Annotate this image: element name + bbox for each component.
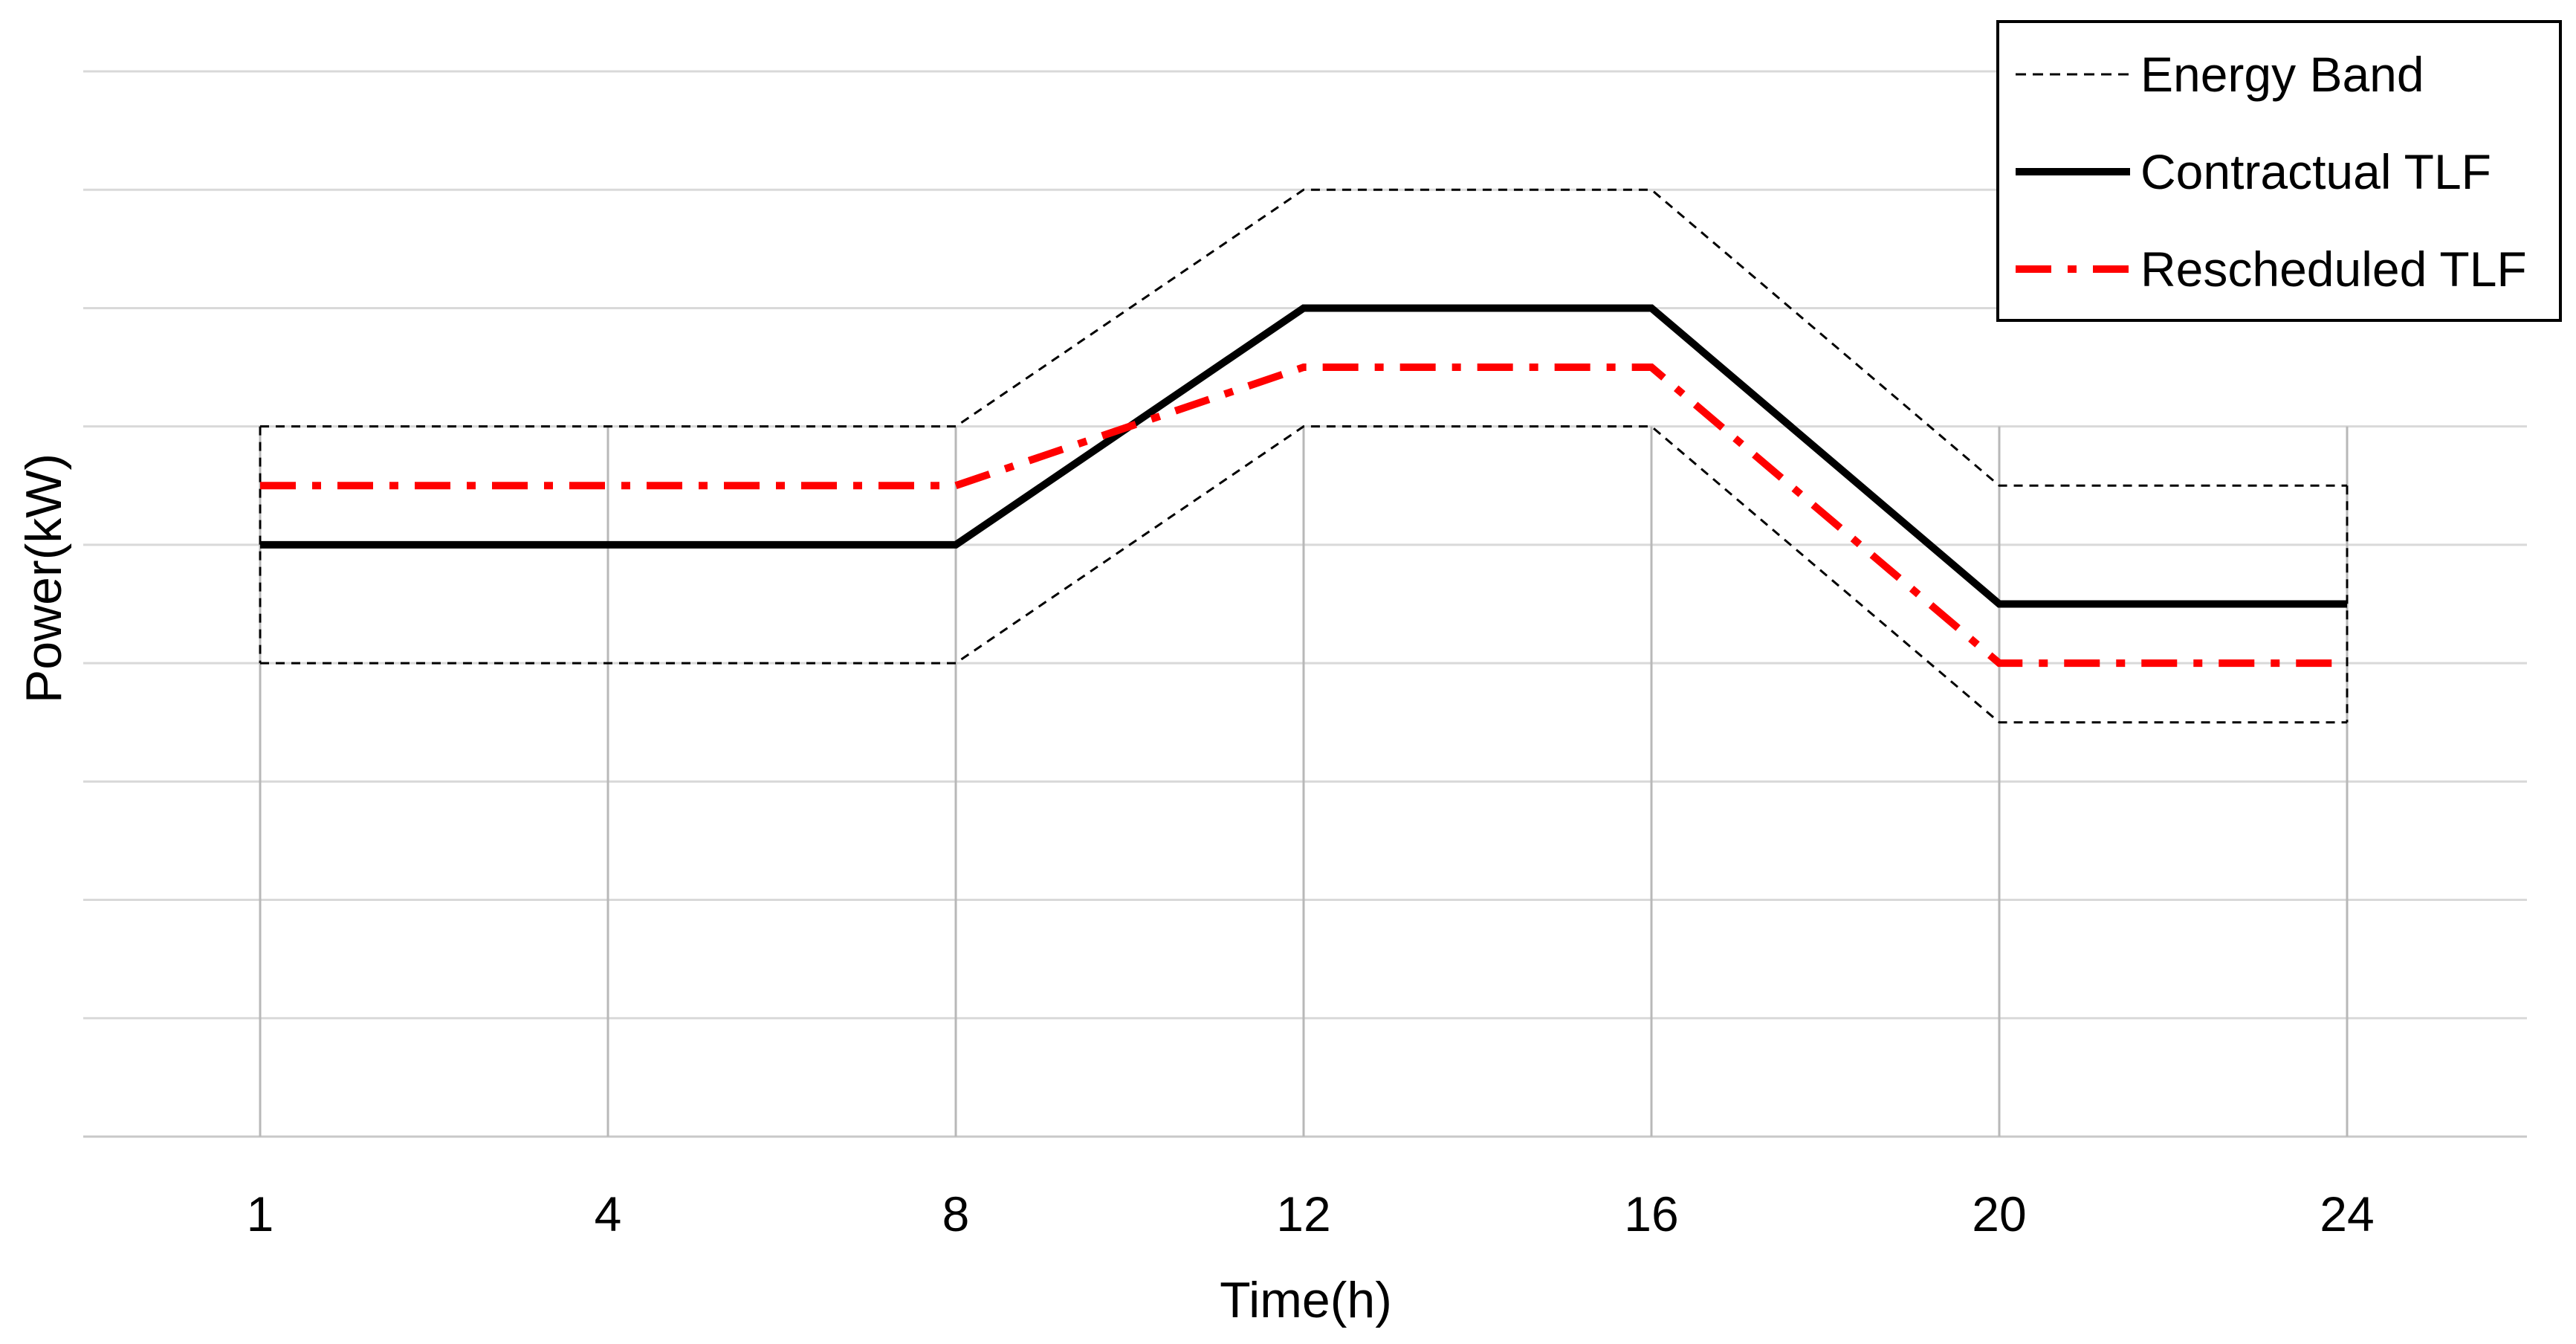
- legend-label-energy-band: Energy Band: [2140, 47, 2424, 102]
- x-tick-label: 20: [1972, 1186, 2026, 1241]
- x-tick-label: 24: [2320, 1186, 2374, 1241]
- rescheduled-tlf-line: [260, 364, 2347, 668]
- series-layer: [259, 188, 2349, 724]
- x-tick-label: 12: [1276, 1186, 1330, 1241]
- legend-label-contractual-tlf: Contractual TLF: [2140, 144, 2491, 199]
- x-tick-labels: 1 4 8 12 16 20 24: [247, 1186, 2375, 1241]
- x-tick-label: 1: [247, 1186, 274, 1241]
- legend: Energy Band Contractual TLF Rescheduled …: [1996, 20, 2562, 322]
- x-tick-label: 8: [942, 1186, 970, 1241]
- y-axis-title: Power(kW): [16, 453, 72, 703]
- x-axis-title: Time(h): [1220, 1272, 1392, 1328]
- legend-label-rescheduled-tlf: Rescheduled TLF: [2140, 242, 2527, 297]
- x-tick-label: 16: [1624, 1186, 1678, 1241]
- energy-band-upper-line: [260, 188, 2347, 487]
- energy-band-lower-line: [260, 425, 2347, 724]
- contractual-tlf-line: [260, 304, 2347, 608]
- x-tick-label: 4: [595, 1186, 622, 1241]
